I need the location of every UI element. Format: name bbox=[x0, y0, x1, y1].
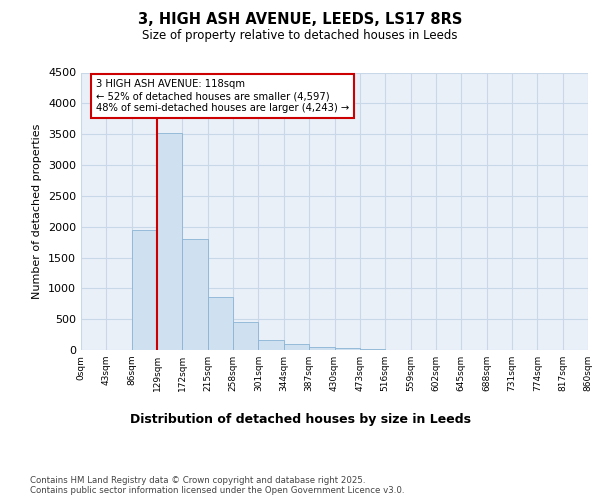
Y-axis label: Number of detached properties: Number of detached properties bbox=[32, 124, 43, 299]
Text: Distribution of detached houses by size in Leeds: Distribution of detached houses by size … bbox=[130, 412, 470, 426]
Bar bbox=[284, 344, 309, 350]
Bar bbox=[182, 239, 208, 350]
Bar bbox=[360, 349, 385, 350]
Bar bbox=[259, 340, 284, 350]
Bar bbox=[157, 133, 182, 350]
Text: 3, HIGH ASH AVENUE, LEEDS, LS17 8RS: 3, HIGH ASH AVENUE, LEEDS, LS17 8RS bbox=[138, 12, 462, 28]
Bar bbox=[132, 230, 157, 350]
Text: Size of property relative to detached houses in Leeds: Size of property relative to detached ho… bbox=[142, 29, 458, 42]
Bar bbox=[309, 346, 335, 350]
Text: 3 HIGH ASH AVENUE: 118sqm
← 52% of detached houses are smaller (4,597)
48% of se: 3 HIGH ASH AVENUE: 118sqm ← 52% of detac… bbox=[96, 80, 349, 112]
Bar bbox=[233, 322, 259, 350]
Bar bbox=[335, 348, 360, 350]
Bar bbox=[208, 297, 233, 350]
Text: Contains HM Land Registry data © Crown copyright and database right 2025.
Contai: Contains HM Land Registry data © Crown c… bbox=[30, 476, 404, 495]
